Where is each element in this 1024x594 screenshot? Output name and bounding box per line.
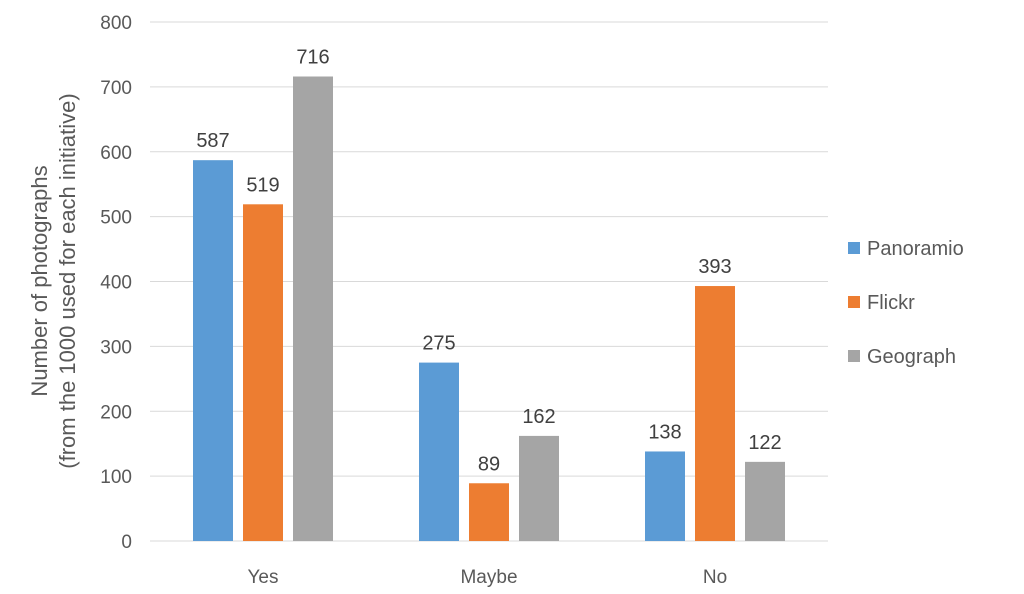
x-category-label: Maybe: [460, 567, 517, 588]
legend-swatch-flickr: [848, 296, 860, 308]
data-label: 587: [196, 130, 229, 152]
bars: [193, 76, 785, 542]
data-label: 89: [478, 453, 500, 475]
bar-geograph-no: [745, 461, 785, 541]
data-label: 716: [296, 46, 329, 68]
y-axis-title-line2: (from the 1000 used for each initiative): [55, 93, 80, 468]
bar-flickr-yes: [243, 204, 283, 541]
data-label: 519: [246, 174, 279, 196]
bar-geograph-yes: [293, 76, 333, 542]
data-label: 122: [748, 432, 781, 454]
bar-panoramio-no: [645, 451, 685, 541]
bar-geograph-maybe: [519, 435, 559, 541]
bar-panoramio-maybe: [419, 362, 459, 541]
data-label: 275: [422, 333, 455, 355]
y-tick-label: 700: [100, 78, 132, 99]
x-category-label: Yes: [248, 567, 279, 588]
y-tick-label: 500: [100, 208, 132, 229]
x-axis-category-labels: Yes Maybe No: [248, 567, 728, 588]
y-axis-tick-labels: 0 100 200 300 400 500 600 700 800: [100, 13, 132, 553]
legend: Panoramio Flickr Geograph: [848, 238, 964, 368]
y-tick-label: 800: [100, 13, 132, 34]
y-tick-label: 400: [100, 273, 132, 294]
bar-flickr-no: [695, 286, 735, 541]
x-category-label: No: [703, 567, 727, 588]
bar-flickr-maybe: [469, 483, 509, 541]
legend-swatch-geograph: [848, 350, 860, 362]
data-label: 138: [648, 421, 681, 443]
data-labels: 587 519 716 275 89 162 138 393 122: [196, 46, 781, 475]
y-tick-label: 0: [121, 532, 132, 553]
y-axis-title-line1: Number of photographs: [27, 165, 52, 396]
y-tick-label: 600: [100, 143, 132, 164]
y-tick-label: 200: [100, 402, 132, 423]
y-tick-label: 100: [100, 467, 132, 488]
legend-swatch-panoramio: [848, 242, 860, 254]
legend-label-flickr: Flickr: [867, 292, 915, 314]
legend-label-panoramio: Panoramio: [867, 238, 964, 260]
data-label: 162: [522, 406, 555, 428]
data-label: 393: [698, 256, 731, 278]
legend-label-geograph: Geograph: [867, 346, 956, 368]
bar-panoramio-yes: [193, 160, 233, 541]
y-tick-label: 300: [100, 337, 132, 358]
